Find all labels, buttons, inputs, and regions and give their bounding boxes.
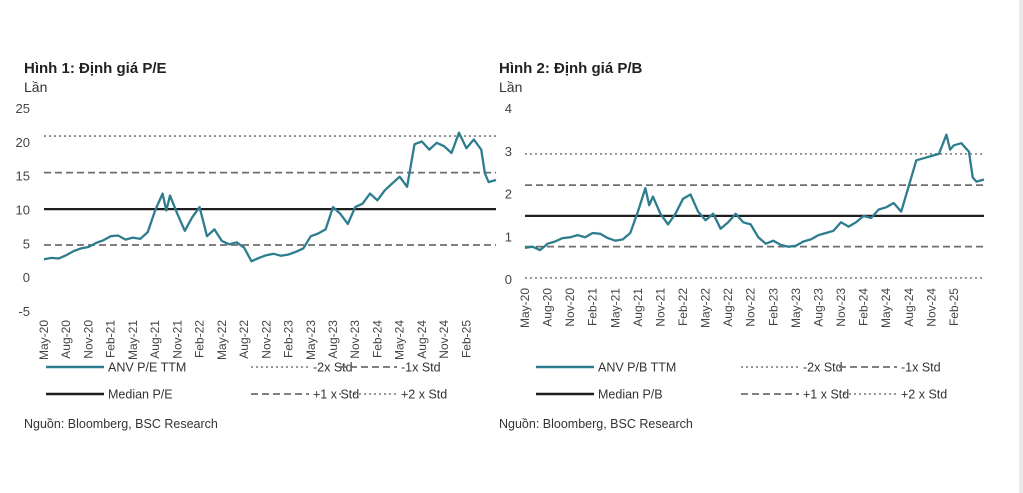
chart-1-unit-label: Lần xyxy=(24,79,48,95)
legend-label: -1x Std xyxy=(901,361,941,375)
chart-2-pb-valuation: 0 1 2 3 4 May-20 Aug-20 Nov-20 Feb-21 May-21 Aug-2… xyxy=(505,101,985,402)
chart-1-title: Hình 1: Định giá P/E xyxy=(24,60,167,77)
y-tick-label: 0 xyxy=(505,272,512,287)
x-tick-label: May-24 xyxy=(879,288,893,328)
page-right-edge xyxy=(1019,0,1023,493)
x-tick-label: May-23 xyxy=(789,288,803,328)
y-tick-label: 10 xyxy=(16,203,30,218)
legend-label: +2 x Std xyxy=(901,388,947,402)
x-tick-label: Feb-22 xyxy=(676,288,690,326)
x-tick-label: May-21 xyxy=(126,320,140,360)
x-tick-label: Nov-23 xyxy=(348,320,362,359)
x-tick-label: May-22 xyxy=(699,288,713,328)
x-tick-label: May-22 xyxy=(215,320,229,360)
legend-label: Median P/B xyxy=(598,388,663,402)
x-tick-label: Aug-23 xyxy=(811,288,825,327)
x-tick-label: Aug-22 xyxy=(237,320,251,359)
x-tick-label: Feb-23 xyxy=(282,320,296,358)
legend-label: -2x Std xyxy=(803,361,843,375)
chart-1-source: Nguồn: Bloomberg, BSC Research xyxy=(24,417,218,431)
x-tick-label: Nov-24 xyxy=(924,288,938,327)
chart-2-source: Nguồn: Bloomberg, BSC Research xyxy=(499,417,693,431)
y-tick-label: 25 xyxy=(16,101,30,116)
y-tick-label: 0 xyxy=(23,270,30,285)
y-tick-label: 20 xyxy=(16,135,30,150)
x-tick-label: Feb-22 xyxy=(193,320,207,358)
x-tick-label: Feb-23 xyxy=(766,288,780,326)
y-tick-label: 5 xyxy=(23,236,30,251)
x-tick-label: Nov-24 xyxy=(437,320,451,359)
legend-label: ANV P/B TTM xyxy=(598,361,676,375)
x-tick-label: Aug-21 xyxy=(631,288,645,327)
chart-2-unit-label: Lần xyxy=(499,79,523,95)
y-tick-label: -5 xyxy=(18,304,30,319)
series-line-anv xyxy=(524,133,985,252)
chart-2-title: Hình 2: Định giá P/B xyxy=(499,60,643,77)
x-tick-label: May-24 xyxy=(393,320,407,360)
y-tick-label: 15 xyxy=(16,169,30,184)
x-tick-label: Nov-20 xyxy=(563,288,577,327)
x-tick-label: Aug-20 xyxy=(541,288,555,327)
x-tick-label: Nov-22 xyxy=(259,320,273,359)
x-tick-label: Aug-24 xyxy=(415,320,429,359)
x-tick-label: Feb-21 xyxy=(586,288,600,326)
x-tick-label: Feb-25 xyxy=(947,288,961,326)
x-tick-label: Nov-23 xyxy=(834,288,848,327)
legend-label: -1x Std xyxy=(401,361,441,375)
legend-label: -2x Std xyxy=(313,361,353,375)
y-tick-label: 4 xyxy=(505,101,512,116)
legend-label: +2 x Std xyxy=(401,388,447,402)
x-tick-label: May-20 xyxy=(37,320,51,360)
x-tick-label: Nov-20 xyxy=(81,320,95,359)
x-tick-label: Aug-23 xyxy=(326,320,340,359)
y-tick-label: 3 xyxy=(505,144,512,159)
legend-label: +1 x Std xyxy=(803,388,849,402)
x-tick-label: Feb-21 xyxy=(104,320,118,358)
legend-label: Median P/E xyxy=(108,388,173,402)
x-tick-label: Nov-21 xyxy=(170,320,184,359)
series-line-anv xyxy=(43,131,497,263)
x-tick-label: Aug-22 xyxy=(721,288,735,327)
y-tick-label: 2 xyxy=(505,187,512,202)
legend-label: ANV P/E TTM xyxy=(108,361,186,375)
y-tick-label: 1 xyxy=(505,229,512,244)
x-tick-label: May-21 xyxy=(608,288,622,328)
chart-1-pe-valuation: -5 0 5 10 15 20 25 May-20 Aug-20 Nov-20 Feb-21 May-… xyxy=(16,101,497,402)
legend-label: +1 x Std xyxy=(313,388,359,402)
x-tick-label: May-20 xyxy=(518,288,532,328)
x-tick-label: May-23 xyxy=(304,320,318,360)
x-tick-label: Feb-24 xyxy=(370,320,384,358)
x-tick-label: Feb-25 xyxy=(459,320,473,358)
x-tick-label: Feb-24 xyxy=(857,288,871,326)
x-tick-label: Aug-24 xyxy=(902,288,916,327)
x-tick-label: Aug-20 xyxy=(59,320,73,359)
x-tick-label: Aug-21 xyxy=(148,320,162,359)
x-tick-label: Nov-22 xyxy=(744,288,758,327)
x-tick-label: Nov-21 xyxy=(653,288,667,327)
